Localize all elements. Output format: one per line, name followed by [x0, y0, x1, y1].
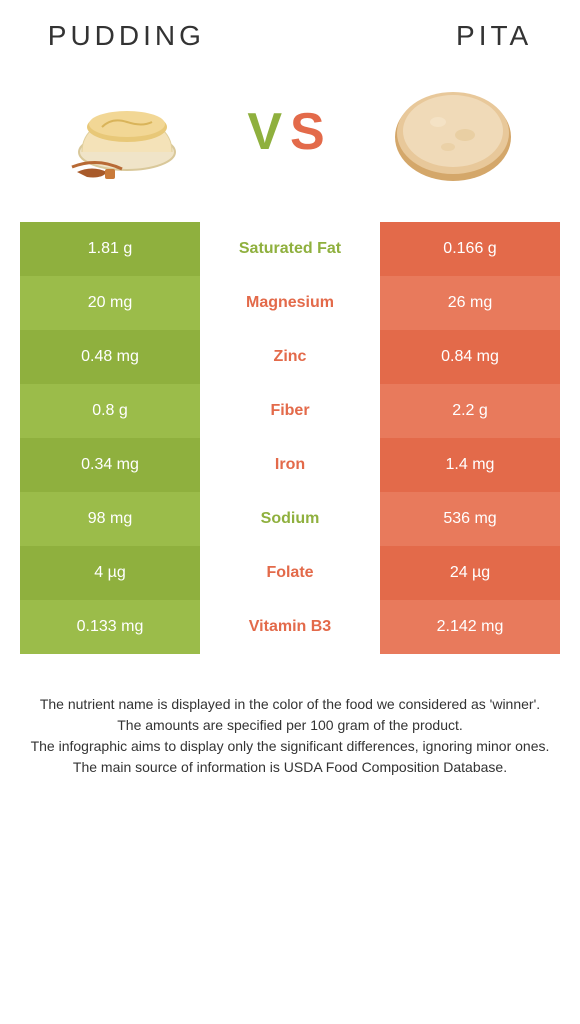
footer-line-1: The nutrient name is displayed in the co… — [30, 694, 550, 715]
right-value-cell: 536 mg — [380, 492, 560, 546]
footer-notes: The nutrient name is displayed in the co… — [30, 694, 550, 778]
footer-line-3: The infographic aims to display only the… — [30, 736, 550, 757]
right-value-cell: 24 µg — [380, 546, 560, 600]
right-value-cell: 26 mg — [380, 276, 560, 330]
nutrient-name-cell: Zinc — [200, 330, 380, 384]
vs-v-letter: V — [247, 103, 290, 161]
table-row: 4 µgFolate24 µg — [20, 546, 560, 600]
left-value-cell: 0.34 mg — [20, 438, 200, 492]
nutrient-name-cell: Iron — [200, 438, 380, 492]
infographic-container: PUDDING PITA VS — [0, 0, 580, 778]
left-food-title: PUDDING — [48, 20, 205, 52]
nutrient-name-cell: Fiber — [200, 384, 380, 438]
pudding-image — [52, 72, 202, 192]
nutrient-name-cell: Saturated Fat — [200, 222, 380, 276]
right-value-cell: 1.4 mg — [380, 438, 560, 492]
table-row: 0.133 mgVitamin B32.142 mg — [20, 600, 560, 654]
footer-line-4: The main source of information is USDA F… — [30, 757, 550, 778]
nutrient-name-cell: Magnesium — [200, 276, 380, 330]
nutrient-name-cell: Sodium — [200, 492, 380, 546]
right-value-cell: 0.166 g — [380, 222, 560, 276]
right-value-cell: 2.142 mg — [380, 600, 560, 654]
table-row: 0.34 mgIron1.4 mg — [20, 438, 560, 492]
right-food-title: PITA — [456, 20, 532, 52]
table-row: 98 mgSodium536 mg — [20, 492, 560, 546]
vs-s-letter: S — [290, 103, 333, 161]
pita-image — [378, 72, 528, 192]
nutrient-name-cell: Vitamin B3 — [200, 600, 380, 654]
comparison-table: 1.81 gSaturated Fat0.166 g20 mgMagnesium… — [20, 222, 560, 654]
footer-line-2: The amounts are specified per 100 gram o… — [30, 715, 550, 736]
left-value-cell: 98 mg — [20, 492, 200, 546]
right-value-cell: 0.84 mg — [380, 330, 560, 384]
header-row: PUDDING PITA — [0, 0, 580, 62]
left-value-cell: 0.133 mg — [20, 600, 200, 654]
left-value-cell: 0.48 mg — [20, 330, 200, 384]
left-value-cell: 4 µg — [20, 546, 200, 600]
nutrient-name-cell: Folate — [200, 546, 380, 600]
table-row: 0.8 gFiber2.2 g — [20, 384, 560, 438]
table-row: 0.48 mgZinc0.84 mg — [20, 330, 560, 384]
right-value-cell: 2.2 g — [380, 384, 560, 438]
left-value-cell: 1.81 g — [20, 222, 200, 276]
left-value-cell: 20 mg — [20, 276, 200, 330]
table-row: 1.81 gSaturated Fat0.166 g — [20, 222, 560, 276]
vs-label: VS — [247, 102, 332, 162]
images-row: VS — [0, 62, 580, 222]
table-row: 20 mgMagnesium26 mg — [20, 276, 560, 330]
left-value-cell: 0.8 g — [20, 384, 200, 438]
